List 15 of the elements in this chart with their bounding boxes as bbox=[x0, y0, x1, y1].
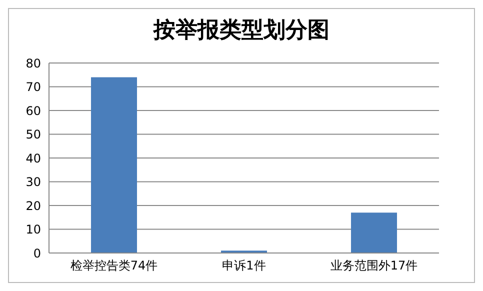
y-tick-label: 60 bbox=[26, 104, 41, 118]
bar bbox=[351, 212, 397, 253]
x-tick-label: 检举控告类74件 bbox=[70, 258, 158, 273]
y-tick-label: 40 bbox=[26, 151, 41, 166]
y-tick-label: 70 bbox=[26, 80, 41, 94]
y-tick-label: 30 bbox=[26, 175, 41, 190]
y-tick-label: 20 bbox=[26, 198, 41, 213]
y-tick-label: 0 bbox=[33, 246, 41, 260]
x-tick-label: 申诉1件 bbox=[222, 258, 266, 273]
y-tick-label: 80 bbox=[26, 56, 41, 70]
chart-title: 按举报类型划分图 bbox=[152, 16, 330, 45]
y-tick-label: 10 bbox=[26, 222, 41, 237]
y-tick-label: 50 bbox=[26, 128, 41, 142]
x-tick-label: 业务范围外17件 bbox=[330, 258, 418, 273]
bar bbox=[91, 77, 137, 253]
